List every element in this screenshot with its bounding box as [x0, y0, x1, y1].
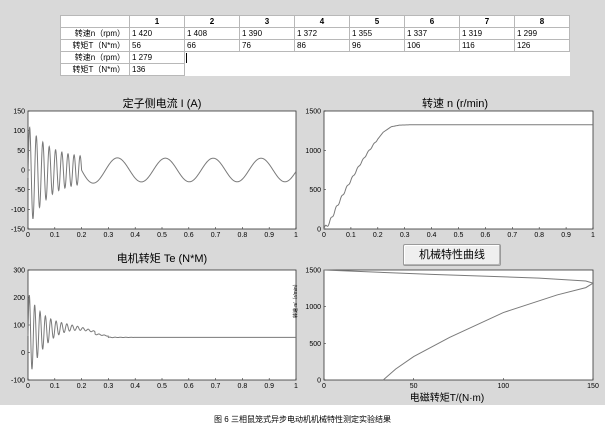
y-axis-label: 转速 n/（r/min）: [293, 281, 299, 318]
x-tick-label: 0.5: [157, 383, 167, 390]
x-tick-label: 0.1: [50, 383, 60, 390]
y-tick-label: 200: [13, 295, 25, 302]
table-header-row: 1 2 3 4 5 6 7 8: [60, 15, 570, 28]
x-tick-label: 0.3: [104, 383, 114, 390]
row-label: 转矩T（N*m）: [60, 63, 130, 76]
y-tick-label: 0: [317, 227, 321, 234]
x-tick-label: 0.9: [561, 232, 571, 239]
axis-ticks: 0 0.1 0.2 0.3 0.4 0.5 0.6 0.7 0.8 0.9 1 0 500 1000 150…: [305, 109, 595, 240]
x-tick-label: 0.7: [211, 232, 221, 239]
x-tick-label: 0.2: [77, 383, 87, 390]
table-cell[interactable]: 136: [129, 63, 185, 76]
x-tick-label: 1: [591, 232, 595, 239]
plot-torque: 电机转矩 Te (N*M) 0 0.1 0.2 0.3 0.4 0.5 0.6 0.7 0.8 0…: [11, 251, 298, 390]
plot-stator-current: 定子侧电流 I (A) 0 0.1 0.2 0.3 0.4 0.5 0.6 0.7 0.8 0.9…: [11, 96, 298, 239]
plot-area: [323, 110, 594, 230]
measurement-table: 1 2 3 4 5 6 7 8 转速n（rpm） 1 420 1 408 1 3…: [60, 15, 570, 76]
table-cell[interactable]: 76: [239, 39, 295, 52]
table-row: 转矩T（N*m） 56 66 76 86 96 106 116 126: [60, 39, 570, 52]
x-tick-label: 0.3: [104, 232, 114, 239]
x-tick-label: 0.3: [400, 232, 410, 239]
axis-ticks: 0 0.1 0.2 0.3 0.4 0.5 0.6 0.7 0.8 0.9 1-1000100200…: [11, 268, 298, 391]
x-tick-label: 0.8: [238, 232, 248, 239]
col-header: 8: [514, 15, 570, 28]
plot-area: [27, 110, 297, 230]
y-tick-label: 500: [309, 341, 321, 348]
y-tick-label: 150: [13, 109, 25, 116]
y-tick-label: -150: [11, 227, 25, 234]
y-tick-label: 1500: [305, 109, 321, 116]
table-row: 转速n（rpm） 1 279: [60, 51, 570, 64]
y-tick-label: 300: [13, 268, 25, 275]
y-tick-label: -50: [15, 187, 25, 194]
x-tick-label: 0.4: [130, 232, 140, 239]
y-tick-label: -100: [11, 207, 25, 214]
table-cell[interactable]: 1 279: [129, 51, 185, 64]
mechanical-characteristic-line: [323, 269, 595, 381]
plot-speed: 转速 n (r/min) 0 0.1 0.2 0.3 0.4 0.5 0.6 0.7 0.8 0.…: [305, 96, 595, 239]
x-axis-label: 电磁转矩T/(N·m): [410, 391, 484, 404]
figure-caption: 图 6 三相鼠笼式异步电动机机械特性测定实验结果: [214, 415, 391, 424]
y-tick-label: 1000: [305, 148, 321, 155]
table-cell[interactable]: 66: [184, 39, 240, 52]
x-tick-label: 0.2: [77, 232, 87, 239]
y-tick-label: 1000: [305, 304, 321, 311]
table-row: 转速n（rpm） 1 420 1 408 1 390 1 372 1 355 1…: [60, 27, 570, 40]
x-tick-label: 0.6: [184, 232, 194, 239]
y-tick-label: 500: [309, 187, 321, 194]
y-tick-label: 1500: [305, 268, 321, 275]
y-tick-label: 0: [21, 350, 25, 357]
x-tick-label: 0.7: [211, 383, 221, 390]
mechanical-curve-button[interactable]: 机械特性曲线: [403, 244, 501, 266]
speed-series-line: [323, 124, 593, 230]
x-tick-label: 0.6: [481, 232, 491, 239]
x-tick-label: 0.1: [50, 232, 60, 239]
y-tick-label: 0: [317, 378, 321, 385]
table-cell[interactable]: 106: [404, 39, 460, 52]
x-tick-label: 100: [497, 383, 509, 390]
x-tick-label: 0.5: [157, 232, 167, 239]
x-tick-label: 0: [322, 383, 326, 390]
y-tick-label: -100: [11, 378, 25, 385]
x-tick-label: 0: [26, 232, 30, 239]
x-tick-label: 150: [587, 383, 599, 390]
y-tick-label: 100: [13, 128, 25, 135]
plot-area: [27, 269, 297, 381]
x-tick-label: 0.7: [507, 232, 517, 239]
plot-title: 转速 n (r/min): [422, 96, 488, 110]
x-tick-label: 0: [26, 383, 30, 390]
x-tick-label: 1: [294, 383, 298, 390]
torque-series-line: [27, 294, 296, 370]
axis-ticks: 0 0.1 0.2 0.3 0.4 0.5 0.6 0.7 0.8 0.9 1 -150 -100 -50…: [11, 109, 298, 240]
col-header: 5: [349, 15, 405, 28]
x-tick-label: 0: [322, 232, 326, 239]
x-tick-label: 0.4: [130, 383, 140, 390]
x-tick-label: 0.8: [534, 232, 544, 239]
plot-title: 定子侧电流 I (A): [123, 96, 202, 110]
col-header: 7: [459, 15, 515, 28]
x-tick-label: 0.8: [238, 383, 248, 390]
charts-layer: 定子侧电流 I (A) 0 0.1 0.2 0.3 0.4 0.5 0.6 0.7 0.8 0.9…: [11, 96, 599, 405]
row-label: 转速n（rpm）: [60, 51, 130, 64]
x-tick-label: 0.5: [454, 232, 464, 239]
x-tick-label: 50: [410, 383, 418, 390]
current-series-line: [27, 126, 297, 220]
x-tick-label: 0.4: [427, 232, 437, 239]
table-row: 转矩T（N*m） 136: [60, 63, 570, 76]
text-cursor: [185, 52, 240, 64]
x-tick-label: 0.9: [264, 383, 274, 390]
x-tick-label: 0.2: [373, 232, 383, 239]
y-tick-label: 100: [13, 323, 25, 330]
y-tick-label: 0: [21, 168, 25, 175]
x-tick-label: 0.6: [184, 383, 194, 390]
x-tick-label: 0.1: [346, 232, 356, 239]
plot-title: 电机转矩 Te (N*M): [117, 251, 207, 265]
x-tick-label: 1: [294, 232, 298, 239]
plot-area: [323, 269, 594, 381]
x-tick-label: 0.9: [264, 232, 274, 239]
table-cell[interactable]: 126: [514, 39, 570, 52]
y-tick-label: 50: [17, 148, 25, 155]
